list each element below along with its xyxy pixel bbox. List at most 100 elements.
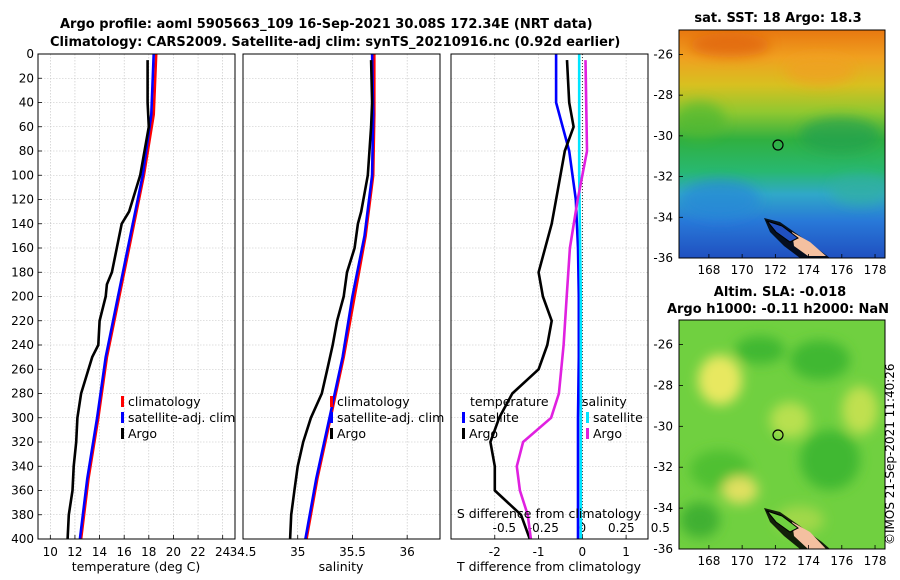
y-tick-label: 80 (19, 144, 34, 158)
legend-satellite: satellite-adj. clim (128, 410, 235, 425)
map-x-tick-label: 174 (797, 263, 820, 277)
salinity-panel: 34.5 35 35.5 36 (230, 53, 441, 559)
legend-swatch-argo (121, 428, 124, 439)
temperature-xlabel: temperature (deg C) (72, 559, 201, 574)
y-tick-label: 20 (19, 71, 34, 85)
legend-argo: Argo (128, 426, 157, 441)
legend-swatch-climatology (121, 396, 124, 407)
legend-climatology: climatology (337, 394, 410, 409)
map-y-tick-label: -26 (653, 338, 673, 352)
y-tick-label: 120 (11, 193, 34, 207)
title-line-1: Argo profile: aoml 5905663_109 16-Sep-20… (60, 17, 593, 32)
y-tick-label: 380 (11, 508, 34, 522)
temperature-panel: 10 12 14 16 18 20 22 24020406080100120140160180… (11, 47, 236, 559)
title-line-2: Climatology: CARS2009. Satellite-adj cli… (50, 35, 620, 50)
y-tick-label: 0 (26, 47, 34, 61)
top-tick-label: 0.25 (608, 521, 635, 535)
y-tick-label: 260 (11, 362, 34, 376)
plot-frame (37, 53, 236, 540)
sla-map-image (679, 320, 885, 549)
y-tick-label: 240 (11, 338, 34, 352)
x-tick-label: -1 (533, 545, 545, 559)
sla-argo-marker (772, 429, 784, 441)
map-x-tick-label: 176 (830, 263, 853, 277)
series-satellite-adj-clim (304, 53, 375, 540)
x-tick-label: 1 (622, 545, 630, 559)
y-tick-label: 360 (11, 484, 34, 498)
salinity-legend: climatology satellite-adj. clim Argo (330, 394, 444, 441)
y-tick-label: 220 (11, 314, 34, 328)
sla-map-frame (678, 319, 886, 550)
y-tick-label: 400 (11, 532, 34, 546)
y-tick-label: 300 (11, 411, 34, 425)
difference-legend: temperature satellite Argo salinity sate… (462, 394, 643, 441)
legend-swatch-satellite (330, 412, 333, 423)
legend-swatch-argo (330, 428, 333, 439)
series-salinity-satellite (577, 54, 583, 539)
tdiff-xlabel: T difference from climatology (456, 559, 642, 574)
difference-panel: -2 -1 0 1-0.5 -0.25 0 0.25 0.5 (450, 53, 670, 559)
legend-salinity-title: salinity (582, 394, 627, 409)
x-tick-label: 20 (166, 545, 181, 559)
legend-s-satellite: satellite (593, 410, 643, 425)
series-temperature-satellite (554, 54, 581, 539)
legend-swatch-satellite (121, 412, 124, 423)
x-tick-label: 18 (141, 545, 156, 559)
series-argo (288, 60, 374, 540)
x-tick-label: 12 (67, 545, 82, 559)
legend-t-argo: Argo (469, 426, 498, 441)
legend-swatch-climatology (330, 396, 333, 407)
legend-swatch-t-argo (462, 428, 465, 439)
x-tick-label: 16 (117, 545, 132, 559)
credit-text: ©IMOS 21-Sep-2021 11:40:26 (883, 363, 897, 545)
x-tick-label: -2 (489, 545, 501, 559)
map-y-tick-label: -34 (653, 210, 673, 224)
legend-satellite: satellite-adj. clim (337, 410, 444, 425)
sst-map-title: sat. SST: 18 Argo: 18.3 (694, 11, 861, 26)
map-y-tick-label: -36 (653, 251, 673, 265)
map-x-tick-label: 172 (764, 554, 787, 568)
top-tick-label: -0.25 (528, 521, 559, 535)
x-tick-label: 34.5 (230, 545, 257, 559)
salinity-xlabel: salinity (319, 559, 364, 574)
map-x-tick-label: 170 (731, 263, 754, 277)
plot-frame (450, 53, 649, 540)
x-tick-label: 14 (92, 545, 107, 559)
legend-temperature-title: temperature (470, 394, 549, 409)
series-temperature-argo (489, 60, 575, 540)
x-tick-label: 24 (215, 545, 230, 559)
legend-swatch-t-satellite (462, 412, 465, 423)
map-y-tick-label: -28 (653, 88, 673, 102)
sla-map-subtitle: Argo h1000: -0.11 h2000: NaN (667, 302, 889, 317)
map-x-tick-label: 178 (864, 554, 887, 568)
legend-swatch-s-argo (586, 428, 589, 439)
sla-map-axes: 168 170 172 174 176 178 -26 -28 -30 -32 -34 -36 (653, 338, 886, 568)
y-tick-label: 180 (11, 265, 34, 279)
series-salinity-argo (515, 60, 589, 540)
sst-map-image (679, 30, 885, 258)
map-x-tick-label: 172 (764, 263, 787, 277)
series-argo (66, 60, 151, 540)
y-tick-label: 100 (11, 168, 34, 182)
x-tick-label: 36 (400, 545, 415, 559)
map-y-tick-label: -30 (653, 419, 673, 433)
top-tick-label: -0.5 (493, 521, 516, 535)
map-y-tick-label: -28 (653, 378, 673, 392)
legend-t-satellite: satellite (469, 410, 519, 425)
sdiff-xlabel: S difference from climatology (457, 506, 642, 521)
x-tick-label: 22 (190, 545, 205, 559)
map-y-tick-label: -30 (653, 129, 673, 143)
plot-frame (242, 53, 441, 540)
legend-climatology: climatology (128, 394, 201, 409)
map-x-tick-label: 170 (731, 554, 754, 568)
y-tick-label: 280 (11, 387, 34, 401)
map-y-tick-label: -32 (653, 460, 673, 474)
y-tick-label: 160 (11, 241, 34, 255)
map-y-tick-label: -36 (653, 542, 673, 556)
x-tick-label: 35 (290, 545, 305, 559)
map-x-tick-label: 176 (830, 554, 853, 568)
map-x-tick-label: 174 (797, 554, 820, 568)
x-tick-label: 35.5 (339, 545, 366, 559)
legend-s-argo: Argo (593, 426, 622, 441)
